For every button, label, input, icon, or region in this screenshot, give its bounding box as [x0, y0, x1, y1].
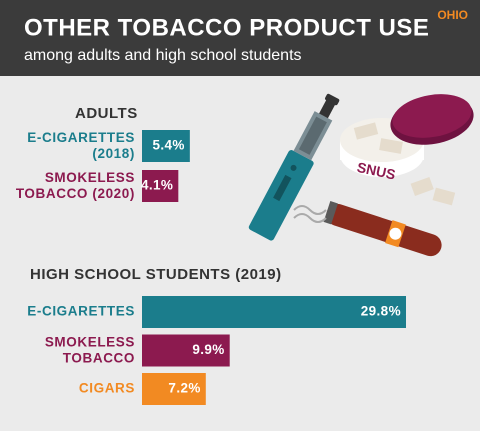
svg-text:SNUS: SNUS [356, 159, 397, 183]
category-label: E-CIGARETTES (2018) [27, 130, 135, 161]
cigar-icon [323, 200, 442, 257]
value-label: 4.1% [141, 178, 173, 193]
snus-icon: SNUS [340, 94, 474, 206]
value-label: 7.2% [168, 381, 200, 396]
subtitle: among adults and high school students [24, 47, 302, 64]
bar [142, 296, 406, 328]
smoke [293, 205, 327, 215]
value-label: 9.9% [192, 342, 224, 357]
vape-icon [248, 93, 340, 241]
bar [142, 334, 230, 367]
bar [142, 373, 206, 405]
category-label: E-CIGARETTES [27, 304, 135, 319]
bar [142, 170, 179, 202]
section-title: HIGH SCHOOL STUDENTS (2019) [30, 266, 282, 283]
smoke [293, 213, 327, 223]
category-label: SMOKELESS TOBACCO (2020) [16, 170, 135, 201]
category-label: SMOKELESS TOBACCO [45, 334, 135, 365]
value-label: 5.4% [152, 138, 184, 153]
title: OTHER TOBACCO PRODUCT USE [24, 14, 429, 41]
category-label: CIGARS [79, 381, 135, 396]
section-title: ADULTS [75, 105, 138, 122]
value-label: 29.8% [361, 304, 401, 319]
bar [142, 130, 190, 162]
header-band [0, 0, 480, 76]
illustration: SNUS [248, 93, 474, 257]
region: OHIO [437, 8, 468, 22]
